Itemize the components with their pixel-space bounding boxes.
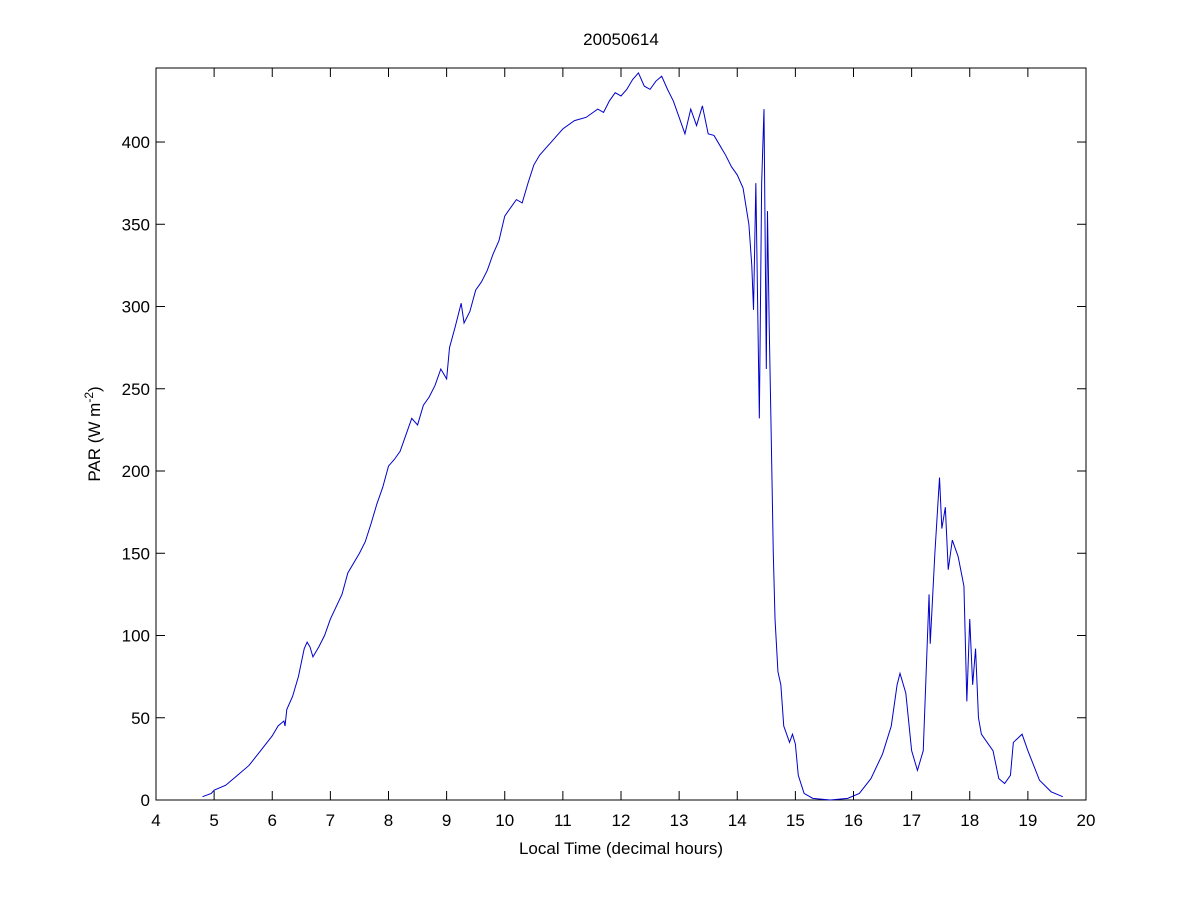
x-tick-label: 12	[612, 811, 631, 830]
y-label-exponent: -2	[82, 392, 96, 403]
axes-box	[155, 67, 1087, 801]
plot-area	[156, 68, 1086, 800]
y-tick-label: 0	[141, 791, 150, 810]
y-tick-label: 250	[122, 380, 150, 399]
x-tick-label: 19	[1018, 811, 1037, 830]
y-tick-label: 100	[122, 627, 150, 646]
x-tick-label: 4	[151, 811, 160, 830]
x-axis-label: Local Time (decimal hours)	[519, 839, 723, 858]
x-tick-label: 14	[728, 811, 747, 830]
data-line	[202, 72, 1063, 801]
x-tick-label: 18	[960, 811, 979, 830]
y-tick-label: 50	[131, 709, 150, 728]
x-tick-label: 8	[384, 811, 393, 830]
y-axis-label: PAR (W m-2)	[82, 386, 104, 481]
x-tick-label: 9	[442, 811, 451, 830]
y-label-text: PAR (W m	[85, 403, 104, 482]
x-tick-label: 17	[902, 811, 921, 830]
y-label-end: )	[85, 386, 104, 392]
x-tick-label: 15	[786, 811, 805, 830]
x-tick-label: 6	[268, 811, 277, 830]
y-tick-label: 200	[122, 462, 150, 481]
y-tick-label: 150	[122, 544, 150, 563]
x-tick-label: 5	[209, 811, 218, 830]
y-tick-label: 400	[122, 133, 150, 152]
x-tick-label: 10	[495, 811, 514, 830]
x-tick-label: 16	[844, 811, 863, 830]
x-tick-label: 13	[670, 811, 689, 830]
x-tick-label: 11	[554, 811, 572, 830]
chart-title: 20050614	[583, 30, 659, 49]
x-tick-label: 7	[326, 811, 335, 830]
x-tick-label: 20	[1077, 811, 1096, 830]
y-tick-label: 300	[122, 298, 150, 317]
y-tick-label: 350	[122, 215, 150, 234]
